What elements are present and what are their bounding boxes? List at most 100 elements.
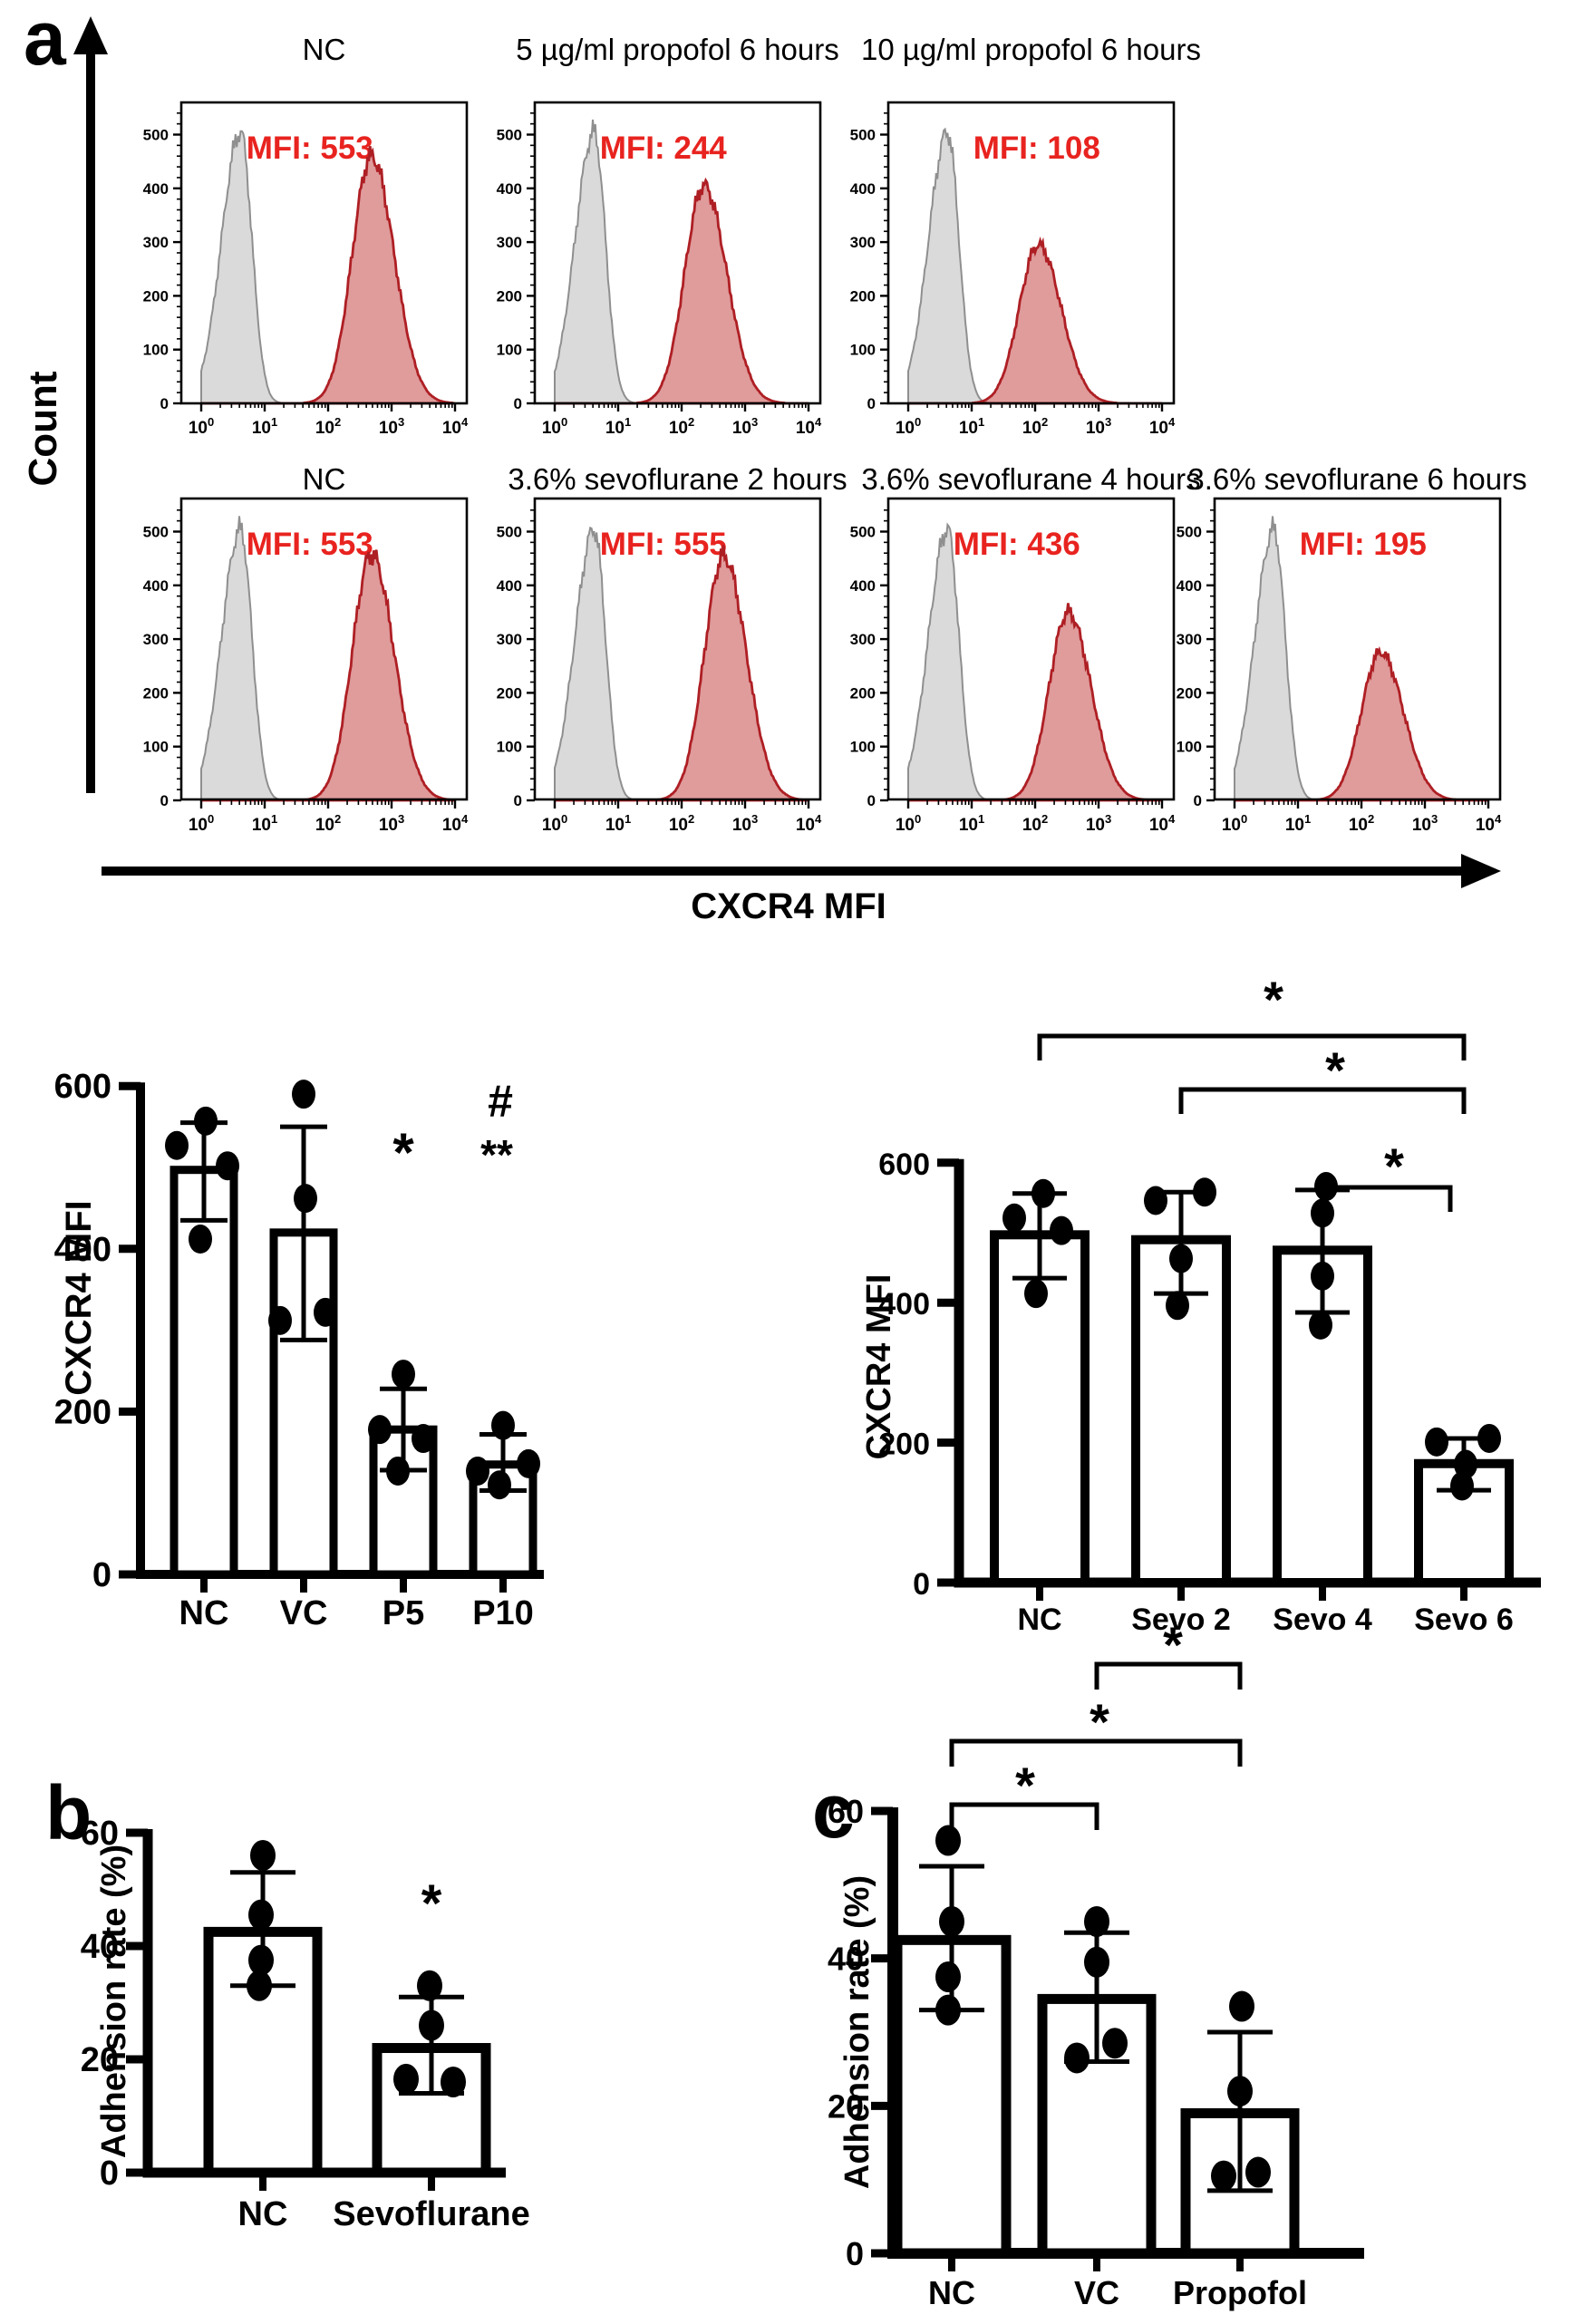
- data-point: [1024, 1279, 1048, 1309]
- y-tick-label: 0: [160, 792, 169, 809]
- y-axis-title: Adhension rate (%): [838, 1875, 877, 2189]
- y-tick-label: 400: [497, 180, 522, 198]
- y-tick-label: 20: [828, 2087, 864, 2125]
- cxcr4-axis-arrow-shaft: [102, 867, 1463, 876]
- x-tick-label: 102: [1349, 812, 1374, 835]
- y-tick-label: 200: [143, 684, 169, 702]
- y-tick-label: 100: [850, 739, 876, 756]
- y-tick-label: 400: [850, 577, 876, 595]
- y-tick-label: 100: [143, 739, 169, 756]
- x-tick-label: 102: [315, 415, 341, 438]
- x-tick-label: 101: [252, 415, 277, 438]
- significance-bracket: [1094, 1661, 1243, 1690]
- x-tick-label: 103: [1086, 812, 1111, 835]
- bar: [1273, 1245, 1372, 1588]
- flow-histogram: NC MFI: 553 0 100 200 300 400 500 100 101 102 103 10…: [143, 33, 469, 438]
- x-tick-label: 100: [189, 812, 214, 835]
- category-label: NC: [179, 1594, 229, 1632]
- significance-mark: *: [1384, 1138, 1404, 1195]
- y-tick-label: 200: [497, 684, 522, 702]
- y-tick-label: 500: [850, 524, 876, 541]
- mfi-value-label: MFI: 436: [954, 527, 1080, 562]
- significance-mark: *: [1015, 1757, 1035, 1814]
- y-tick-label: 500: [850, 127, 876, 144]
- x-tick-label: 104: [796, 415, 822, 438]
- category-label: Propofol: [1173, 2274, 1307, 2311]
- y-tick-label: 100: [850, 342, 876, 359]
- bar-chart-mfi-propofol: 0 200 400 600 CXCR4 MFI NC VC P5 P10 * #**: [54, 1068, 544, 1632]
- significance-mark: *: [1163, 1616, 1183, 1673]
- data-point: [247, 1970, 272, 2001]
- x-tick-label: 101: [959, 812, 984, 835]
- x-tick-label: 103: [732, 812, 758, 835]
- category-label: P5: [383, 1594, 424, 1632]
- data-point: [441, 2067, 466, 2097]
- data-point: [1193, 1177, 1216, 1207]
- data-point: [488, 1470, 511, 1500]
- y-tick-label: 400: [54, 1231, 111, 1269]
- bar-chart-mfi-sevo: 0 200 400 600 CXCR4 MFI NC Sevo 2 Sevo 4 Sevo 6 *…: [860, 971, 1541, 1637]
- significance-mark: *: [392, 1122, 414, 1183]
- y-tick-label: 300: [497, 631, 522, 648]
- y-tick-label: 200: [850, 684, 876, 702]
- data-point: [1031, 1178, 1055, 1208]
- significance-mark: *: [1090, 1693, 1109, 1750]
- flow-histogram: 5 µg/ml propofol 6 hours MFI: 244 0 100 200 3…: [497, 33, 839, 438]
- y-tick-label: 400: [143, 180, 169, 198]
- flow-histogram: NC MFI: 553 0 100 200 300 400 500 100 101 102 103 10…: [143, 462, 469, 835]
- x-tick-label: 101: [1285, 812, 1311, 835]
- y-tick-label: 300: [143, 631, 169, 648]
- data-point: [1050, 1215, 1073, 1245]
- significance-bracket: [1320, 1185, 1453, 1212]
- data-point: [1084, 1906, 1109, 1938]
- y-tick-label: 200: [143, 287, 169, 305]
- flow-histogram: 3.6% sevoflurane 2 hours MFI: 555 0 100 200 3…: [497, 462, 847, 835]
- category-label: NC: [928, 2274, 975, 2311]
- x-tick-label: 103: [379, 415, 404, 438]
- data-point: [1454, 1449, 1477, 1479]
- data-point: [248, 1944, 274, 1976]
- data-point: [248, 1899, 274, 1931]
- significance-bracket: [949, 1738, 1243, 1767]
- data-point: [1477, 1423, 1501, 1453]
- y-tick-label: 60: [828, 1793, 864, 1830]
- y-tick-label: 0: [514, 792, 522, 809]
- data-point: [517, 1448, 540, 1478]
- data-point: [1245, 2156, 1271, 2188]
- data-point: [1425, 1427, 1448, 1457]
- y-tick-label: 100: [497, 342, 522, 359]
- significance-mark: *: [1325, 1041, 1345, 1099]
- data-point: [491, 1410, 515, 1440]
- histogram-title: NC: [303, 462, 346, 496]
- x-tick-label: 100: [896, 812, 921, 835]
- x-tick-label: 104: [1149, 812, 1176, 835]
- x-tick-label: 104: [1149, 415, 1176, 438]
- x-tick-label: 104: [442, 415, 469, 438]
- plot-frame: [533, 497, 822, 801]
- mfi-value-label: MFI: 195: [1300, 527, 1427, 562]
- y-tick-label: 300: [850, 234, 876, 251]
- y-tick-label: 400: [878, 1287, 930, 1322]
- data-point: [1169, 1244, 1193, 1273]
- significance-bracket: [1178, 1087, 1467, 1114]
- data-point: [216, 1151, 239, 1181]
- y-tick-label: 200: [497, 287, 522, 305]
- histogram-title: 3.6% sevoflurane 6 hours: [1187, 462, 1526, 496]
- data-point: [1002, 1203, 1026, 1233]
- y-axis-title: Adhension rate (%): [95, 1845, 133, 2158]
- y-tick-label: 100: [1177, 739, 1202, 756]
- plot-frame: [1213, 497, 1502, 801]
- data-point: [935, 1994, 961, 2026]
- y-tick-label: 400: [143, 577, 169, 595]
- x-tick-label: 102: [1022, 812, 1048, 835]
- data-point: [386, 1456, 410, 1486]
- x-tick-label: 100: [542, 812, 567, 835]
- data-point: [189, 1225, 212, 1254]
- x-tick-label: 101: [605, 415, 631, 438]
- isotype-control-curve: [200, 130, 455, 404]
- data-point: [1229, 1990, 1254, 2022]
- x-tick-label: 103: [1412, 812, 1438, 835]
- significance-bracket: [949, 1802, 1099, 1830]
- category-label: NC: [1017, 1603, 1061, 1637]
